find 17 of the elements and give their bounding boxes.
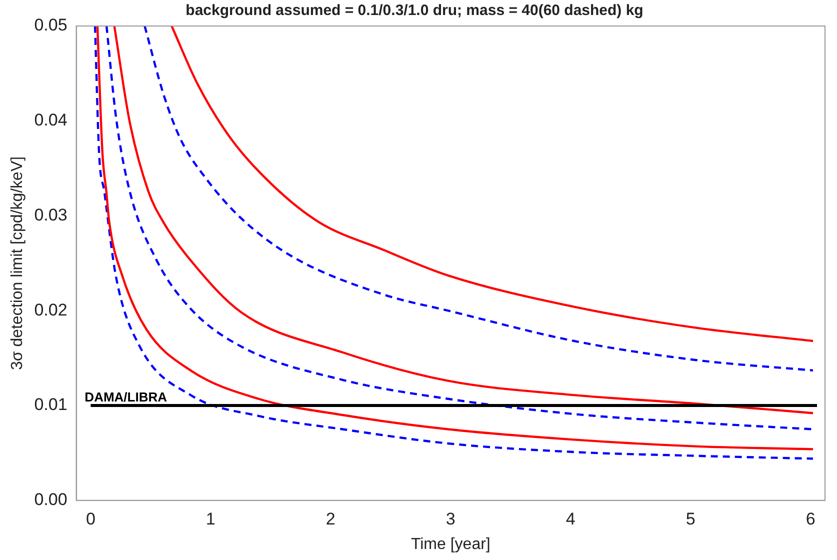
x-tick-label: 6 xyxy=(806,509,816,528)
x-tick-label: 5 xyxy=(686,509,696,528)
ref-line-label: DAMA/LIBRA xyxy=(84,390,168,405)
y-axis-title: 3σ detection limit [cpd/kg/keV] xyxy=(9,156,26,370)
y-tick-label: 0.04 xyxy=(34,110,68,130)
y-tick-label: 0.02 xyxy=(34,300,68,320)
y-tick-label: 0.01 xyxy=(34,395,68,414)
x-axis-title: Time [year] xyxy=(410,536,490,553)
x-tick-label: 2 xyxy=(326,509,336,528)
x-tick-label: 1 xyxy=(206,509,216,528)
chart-title: background assumed = 0.1/0.3/1.0 dru; mass = 40(60 dashed) kg xyxy=(186,2,644,20)
x-tick-label: 0 xyxy=(86,509,96,528)
x-tick-label: 4 xyxy=(566,509,576,528)
x-tick-label: 3 xyxy=(446,509,456,528)
y-tick-label: 0.05 xyxy=(34,16,68,35)
y-tick-label: 0.00 xyxy=(34,490,68,510)
y-tick-label: 0.03 xyxy=(34,205,68,224)
